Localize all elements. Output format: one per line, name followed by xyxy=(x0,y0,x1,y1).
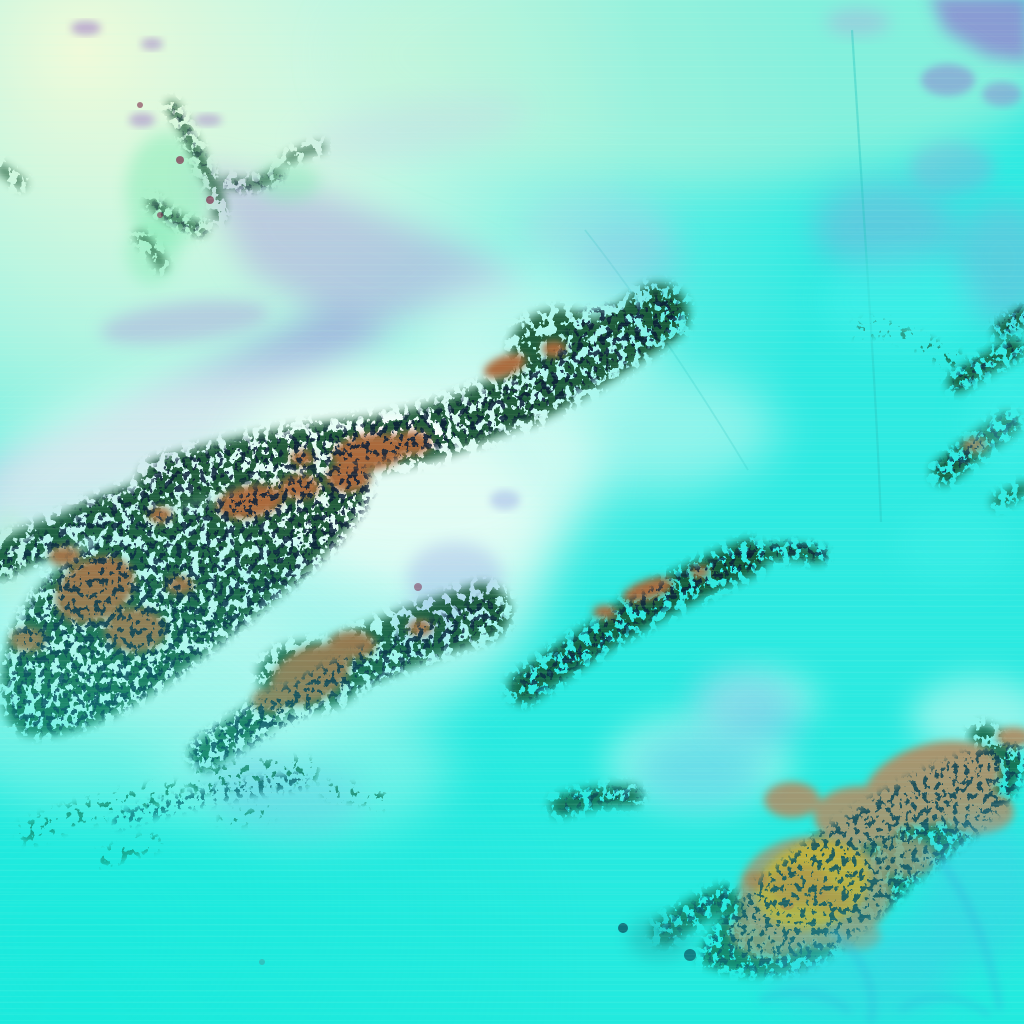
satellite-image xyxy=(0,0,1024,1024)
satellite-image-canvas xyxy=(0,0,1024,1024)
bottom-left-corner-wash xyxy=(0,0,1024,1024)
